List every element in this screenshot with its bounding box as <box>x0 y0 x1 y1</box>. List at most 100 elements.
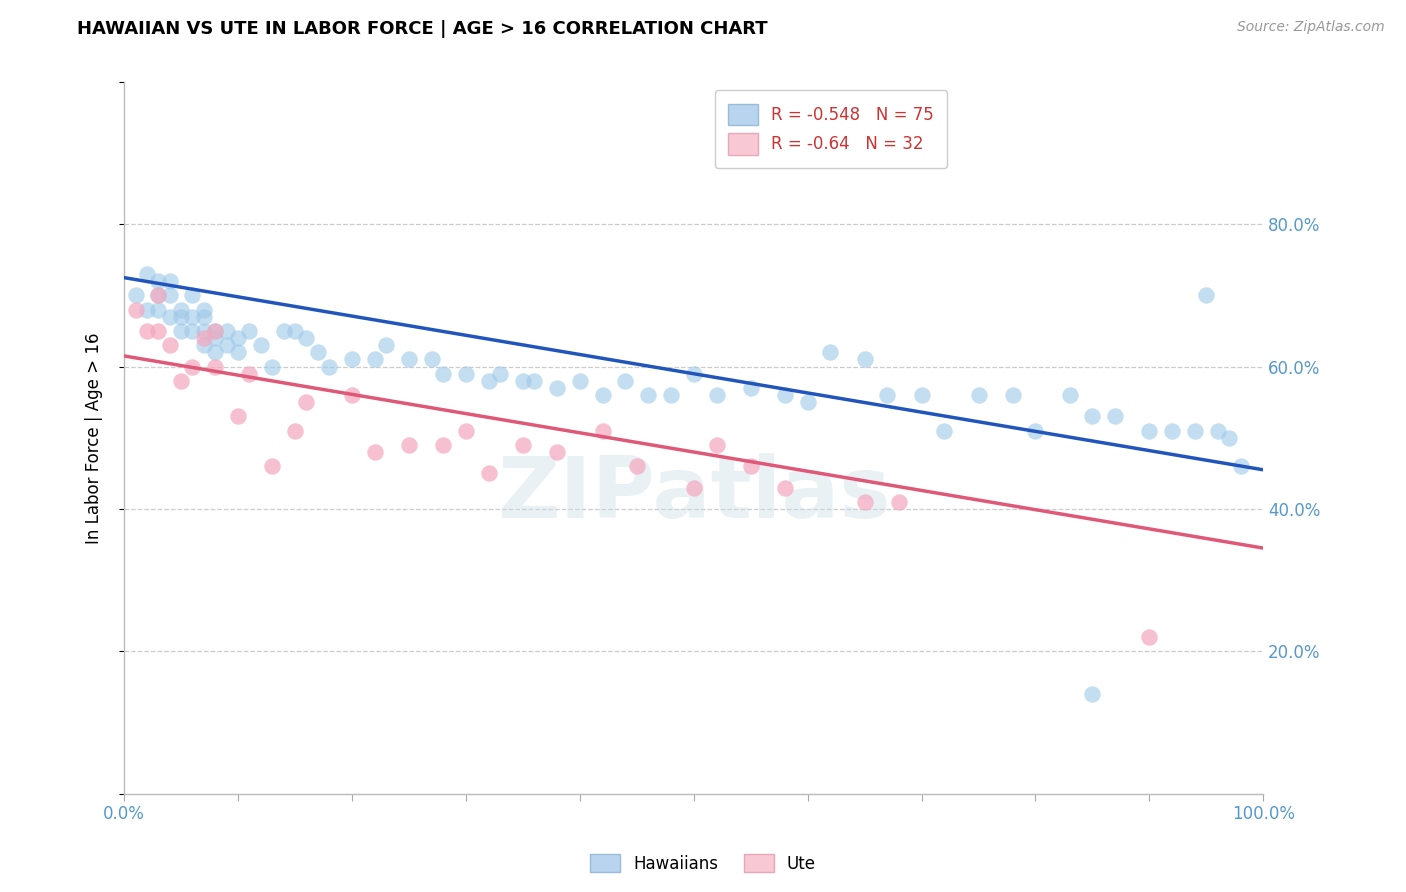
Point <box>398 352 420 367</box>
Point <box>226 409 249 424</box>
Point <box>135 302 157 317</box>
Point <box>148 324 170 338</box>
Point <box>170 310 193 324</box>
Point <box>193 331 215 345</box>
Point <box>1195 288 1218 302</box>
Point <box>853 495 876 509</box>
Point <box>454 367 477 381</box>
Text: HAWAIIAN VS UTE IN LABOR FORCE | AGE > 16 CORRELATION CHART: HAWAIIAN VS UTE IN LABOR FORCE | AGE > 1… <box>77 20 768 37</box>
Point <box>432 438 454 452</box>
Legend: Hawaiians, Ute: Hawaiians, Ute <box>583 847 823 880</box>
Point <box>250 338 273 352</box>
Point <box>193 302 215 317</box>
Point <box>1001 388 1024 402</box>
Point <box>478 467 501 481</box>
Point <box>340 388 363 402</box>
Point <box>262 359 284 374</box>
Point <box>364 445 387 459</box>
Point <box>773 481 796 495</box>
Point <box>740 459 762 474</box>
Point <box>273 324 295 338</box>
Point <box>546 381 568 395</box>
Point <box>1229 459 1251 474</box>
Point <box>159 274 181 288</box>
Point <box>204 359 226 374</box>
Point <box>318 359 340 374</box>
Point <box>682 367 704 381</box>
Point <box>124 288 146 302</box>
Text: Source: ZipAtlas.com: Source: ZipAtlas.com <box>1237 20 1385 34</box>
Point <box>773 388 796 402</box>
Point <box>489 367 512 381</box>
Point <box>284 324 307 338</box>
Point <box>159 338 181 352</box>
Point <box>910 388 932 402</box>
Point <box>454 424 477 438</box>
Point <box>934 424 956 438</box>
Point <box>295 395 318 409</box>
Point <box>170 324 193 338</box>
Point <box>637 388 659 402</box>
Point <box>124 302 146 317</box>
Point <box>432 367 454 381</box>
Y-axis label: In Labor Force | Age > 16: In Labor Force | Age > 16 <box>86 332 103 543</box>
Point <box>295 331 318 345</box>
Point <box>238 367 260 381</box>
Point <box>820 345 842 359</box>
Point <box>193 338 215 352</box>
Point <box>512 438 534 452</box>
Point <box>204 331 226 345</box>
Point <box>262 459 284 474</box>
Point <box>626 459 648 474</box>
Point <box>967 388 990 402</box>
Point <box>181 324 204 338</box>
Point <box>1059 388 1081 402</box>
Point <box>193 310 215 324</box>
Point <box>682 481 704 495</box>
Point <box>706 438 728 452</box>
Point <box>546 445 568 459</box>
Point <box>614 374 637 388</box>
Point <box>148 274 170 288</box>
Point <box>170 302 193 317</box>
Point <box>1139 630 1161 644</box>
Point <box>740 381 762 395</box>
Point <box>592 388 614 402</box>
Point <box>512 374 534 388</box>
Point <box>215 338 238 352</box>
Point <box>135 324 157 338</box>
Point <box>181 288 204 302</box>
Point <box>226 345 249 359</box>
Point <box>592 424 614 438</box>
Legend: R = -0.548   N = 75, R = -0.64   N = 32: R = -0.548 N = 75, R = -0.64 N = 32 <box>714 90 948 168</box>
Point <box>307 345 329 359</box>
Point <box>1161 424 1184 438</box>
Point <box>1104 409 1126 424</box>
Point <box>364 352 387 367</box>
Point <box>568 374 591 388</box>
Point <box>204 345 226 359</box>
Point <box>876 388 898 402</box>
Point <box>420 352 443 367</box>
Point <box>181 359 204 374</box>
Point <box>1218 431 1240 445</box>
Point <box>706 388 728 402</box>
Point <box>478 374 501 388</box>
Point <box>284 424 307 438</box>
Point <box>148 302 170 317</box>
Point <box>1139 424 1161 438</box>
Point <box>1184 424 1206 438</box>
Point <box>398 438 420 452</box>
Point <box>226 331 249 345</box>
Point <box>659 388 682 402</box>
Point <box>148 288 170 302</box>
Point <box>1024 424 1046 438</box>
Point <box>193 324 215 338</box>
Point <box>159 310 181 324</box>
Point <box>340 352 363 367</box>
Point <box>1081 687 1104 701</box>
Point <box>181 310 204 324</box>
Point <box>170 374 193 388</box>
Point <box>1206 424 1229 438</box>
Point <box>523 374 546 388</box>
